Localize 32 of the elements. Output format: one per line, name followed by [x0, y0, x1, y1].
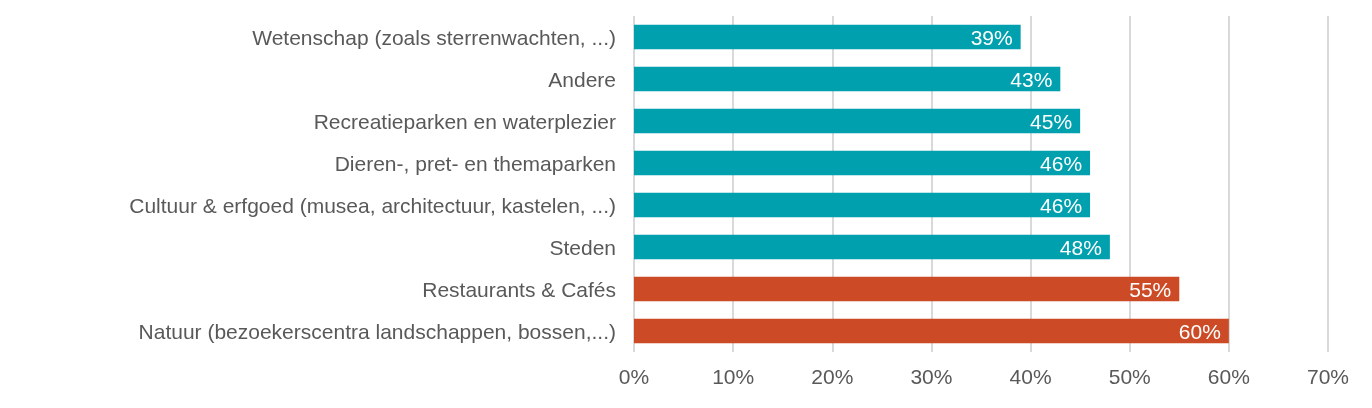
data-label: 48% [1059, 235, 1102, 259]
y-tick-label: Recreatieparken en waterplezier [313, 109, 616, 133]
bar [634, 192, 1091, 218]
bar [634, 318, 1229, 344]
data-label: 39% [970, 25, 1013, 49]
bar [634, 24, 1021, 50]
x-tick-label: 10% [712, 365, 755, 388]
bar [634, 66, 1061, 92]
x-tick-label: 20% [811, 365, 854, 388]
data-label: 46% [1040, 193, 1083, 217]
data-label: 55% [1129, 277, 1172, 301]
y-tick-label: Dieren-, pret- en themaparken [334, 151, 616, 175]
y-tick-label: Cultuur & erfgoed (musea, architectuur, kastelen, ...) [129, 193, 616, 217]
x-tick-label: 0% [618, 365, 650, 388]
data-label: 46% [1040, 151, 1083, 175]
data-label: 60% [1178, 319, 1221, 343]
y-tick-label: Natuur (bezoekerscentra landschappen, bossen,...) [138, 319, 616, 343]
data-label: 43% [1010, 67, 1053, 91]
y-tick-label: Steden [549, 235, 616, 259]
x-tick-label: 40% [1009, 365, 1052, 388]
x-tick-label: 50% [1108, 365, 1151, 388]
bar [634, 234, 1110, 260]
data-label: 45% [1030, 109, 1073, 133]
y-tick-label: Restaurants & Cafés [422, 277, 616, 301]
x-tick-label: 60% [1207, 365, 1250, 388]
bar [634, 108, 1081, 134]
x-tick-label: 30% [910, 365, 953, 388]
x-tick-label: 70% [1306, 365, 1350, 388]
bar [634, 150, 1091, 176]
y-tick-label: Andere [548, 67, 616, 91]
bar [634, 276, 1180, 302]
y-tick-label: Wetenschap (zoals sterrenwachten, ...) [252, 25, 616, 49]
